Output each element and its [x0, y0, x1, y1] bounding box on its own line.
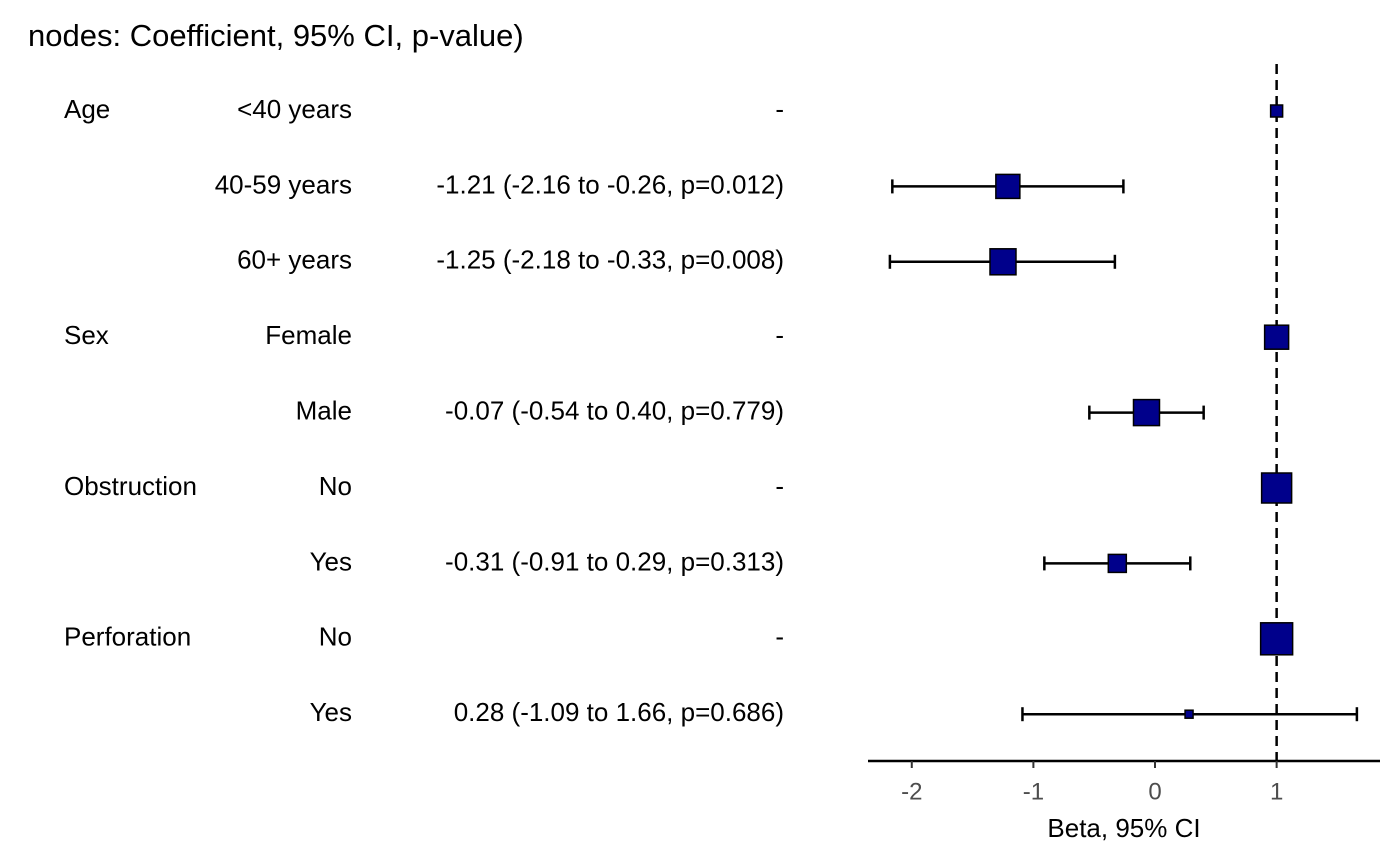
chart-title: nodes: Coefficient, 95% CI, p-value) — [28, 18, 524, 53]
variable-label: Perforation — [64, 622, 191, 652]
estimate-box — [989, 248, 1017, 276]
estimate-box — [1260, 472, 1293, 504]
x-axis-label: Beta, 95% CI — [1047, 813, 1200, 843]
variable-label: Sex — [64, 320, 109, 350]
estimate-label: -0.31 (-0.91 to 0.29, p=0.313) — [445, 546, 784, 576]
level-label: <40 years — [237, 94, 352, 124]
estimate-label: -1.25 (-2.18 to -0.33, p=0.008) — [436, 245, 784, 275]
estimate-box — [1107, 553, 1128, 574]
estimate-label: - — [775, 320, 784, 350]
variable-label: Obstruction — [64, 471, 197, 501]
level-label: No — [319, 622, 352, 652]
estimate-box — [995, 173, 1021, 200]
x-tick-label: 0 — [1148, 778, 1161, 805]
level-label: No — [319, 471, 352, 501]
estimate-label: -0.07 (-0.54 to 0.40, p=0.779) — [445, 395, 784, 425]
estimate-label: - — [775, 622, 784, 652]
variable-label: Age — [64, 94, 110, 124]
level-label: Yes — [310, 546, 352, 576]
estimate-box — [1269, 104, 1284, 118]
level-label: Yes — [310, 697, 352, 727]
estimate-label: - — [775, 94, 784, 124]
x-tick-label: -2 — [901, 778, 922, 805]
level-label: Female — [265, 320, 352, 350]
estimate-label: -1.21 (-2.16 to -0.26, p=0.012) — [436, 169, 784, 199]
estimate-box — [1263, 324, 1290, 350]
estimate-box — [1132, 398, 1161, 427]
estimate-label: 0.28 (-1.09 to 1.66, p=0.686) — [454, 697, 784, 727]
estimate-box — [1259, 622, 1294, 656]
x-tick-label: 1 — [1270, 778, 1283, 805]
level-label: Male — [296, 395, 352, 425]
estimate-box — [1184, 709, 1194, 719]
level-label: 40-59 years — [215, 169, 352, 199]
level-label: 60+ years — [237, 245, 352, 275]
x-tick-label: -1 — [1023, 778, 1044, 805]
estimate-label: - — [775, 471, 784, 501]
